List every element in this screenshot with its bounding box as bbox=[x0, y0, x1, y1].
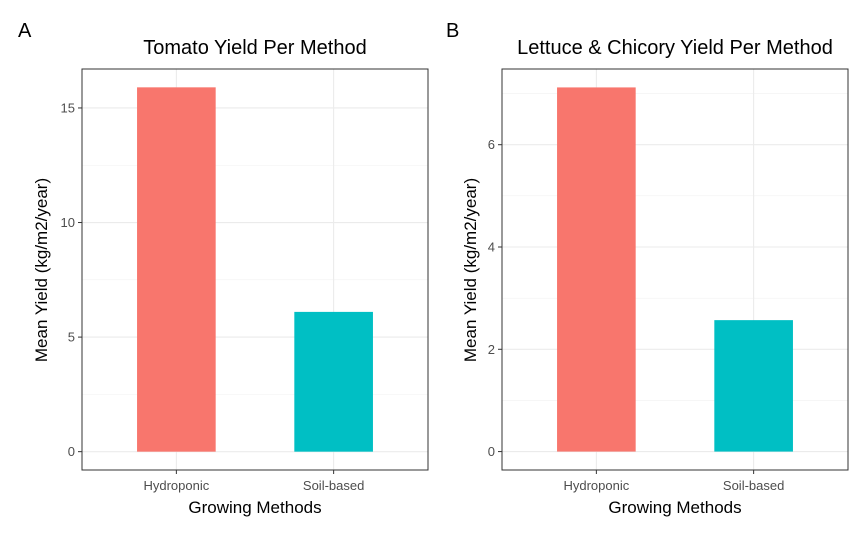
plot-area-a: 0 5 10 15 Hydroponic Soil-based bbox=[61, 68, 429, 493]
y-tick-label: 4 bbox=[488, 239, 495, 254]
y-tick-label: 15 bbox=[61, 100, 75, 115]
y-tick-label: 10 bbox=[61, 215, 75, 230]
chart-title-a: Tomato Yield Per Method bbox=[143, 37, 366, 59]
y-tick-label: 5 bbox=[68, 330, 75, 345]
panel-tag-b: B bbox=[446, 20, 459, 42]
panel-a: A Tomato Yield Per Method 0 5 10 15 Hydropon… bbox=[18, 20, 429, 517]
bar-soil-based bbox=[714, 320, 793, 452]
x-tick-label: Soil-based bbox=[303, 478, 364, 493]
x-axis-title-a: Growing Methods bbox=[188, 498, 321, 517]
plot-area-b: 0 2 4 6 Hydroponic Soil-based bbox=[488, 68, 849, 493]
x-tick-label: Hydroponic bbox=[143, 478, 209, 493]
x-tick-label: Soil-based bbox=[723, 478, 784, 493]
x-tick-label: Hydroponic bbox=[563, 478, 629, 493]
y-tick-label: 2 bbox=[488, 342, 495, 357]
y-tick-label: 0 bbox=[488, 444, 495, 459]
y-tick-label: 0 bbox=[68, 444, 75, 459]
panel-tag-a: A bbox=[18, 20, 32, 42]
chart-title-b: Lettuce & Chicory Yield Per Method bbox=[517, 37, 833, 59]
x-axis-title-b: Growing Methods bbox=[608, 498, 741, 517]
panel-border bbox=[81, 68, 429, 471]
panel-border bbox=[501, 68, 849, 471]
bar-soil-based bbox=[294, 311, 373, 452]
panel-b: B Lettuce & Chicory Yield Per Method 0 2 4… bbox=[446, 20, 849, 517]
y-tick-label: 6 bbox=[488, 137, 495, 152]
y-axis-title-a: Mean Yield (kg/m2/year) bbox=[32, 178, 51, 362]
bar-hydroponic bbox=[557, 87, 636, 452]
bar-hydroponic bbox=[137, 87, 216, 452]
y-axis-title-b: Mean Yield (kg/m2/year) bbox=[461, 178, 480, 362]
